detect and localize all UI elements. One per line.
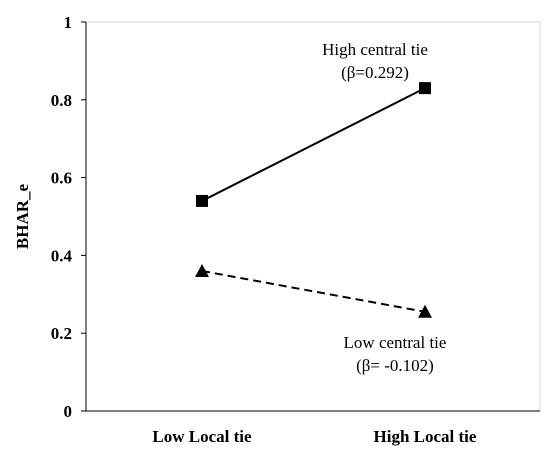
y-tick-label: 1 — [64, 13, 73, 32]
series-1 — [196, 82, 431, 207]
y-tick-label: 0 — [64, 402, 73, 421]
annotations: High central tie (β=0.292) Low central tie… — [322, 40, 446, 375]
series-annotation: (β= -0.102) — [356, 356, 434, 375]
x-categories: Low Local tie High Local tie — [152, 427, 476, 446]
axes — [85, 21, 541, 412]
y-ticks: 0 0.2 0.4 0.6 0.8 1 — [51, 13, 86, 421]
y-tick-label: 0.2 — [51, 324, 72, 343]
y-axis-title: BHAR_e — [13, 183, 32, 249]
square-marker — [196, 194, 208, 207]
square-marker — [419, 82, 431, 95]
y-tick-label: 0.6 — [51, 169, 72, 188]
series-line — [201, 87, 426, 202]
x-category-label: High Local tie — [374, 427, 477, 446]
y-tick-label: 0.8 — [51, 91, 72, 110]
series-group — [195, 82, 432, 318]
x-category-label: Low Local tie — [152, 427, 252, 446]
plot-frame — [85, 21, 541, 412]
series-annotation: High central tie — [322, 40, 428, 59]
y-tick-label: 0.4 — [51, 246, 73, 265]
triangle-marker — [195, 263, 209, 277]
series-annotation: (β=0.292) — [341, 63, 409, 82]
series-annotation: Low central tie — [344, 333, 447, 352]
series-2 — [195, 263, 432, 318]
series-line — [201, 269, 426, 313]
triangle-marker — [418, 304, 432, 318]
